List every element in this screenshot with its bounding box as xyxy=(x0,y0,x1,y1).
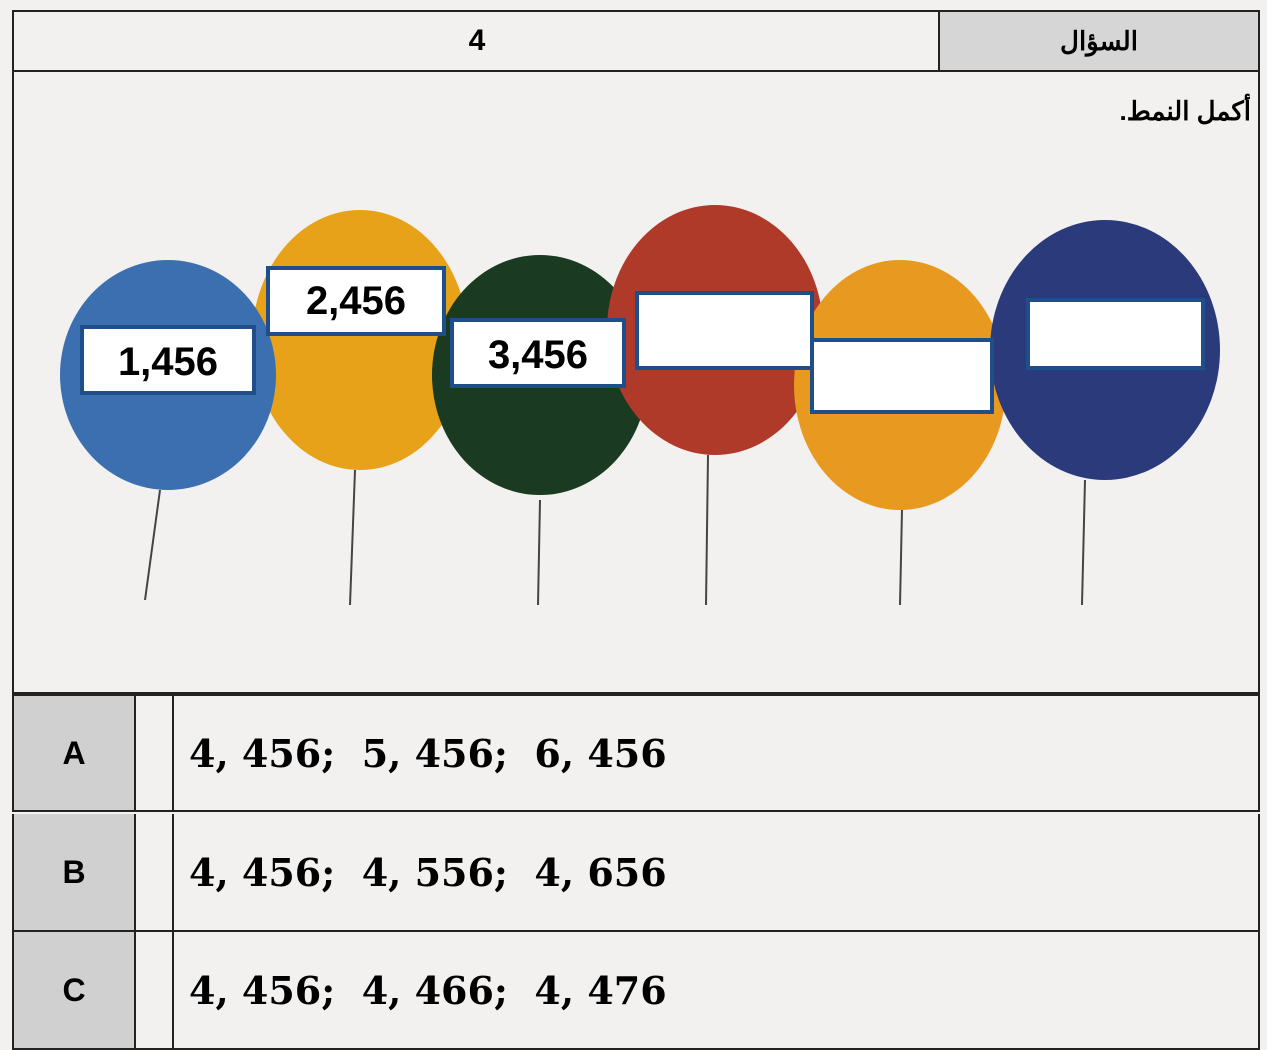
page: 4 السؤال أكمل النمط. 1,456 2,456 3,456 A… xyxy=(0,0,1267,1048)
option[interactable]: C 4, 456; 4, 466; 4, 476 xyxy=(12,932,1260,1050)
balloon-number: 3,456 xyxy=(488,333,588,377)
option[interactable]: A 4, 456; 5, 456; 6, 456 xyxy=(12,694,1260,812)
balloon-number: 1,456 xyxy=(118,340,218,384)
balloons: 1,456 2,456 3,456 xyxy=(0,0,1267,694)
option-text: 4, 456; 4, 466; 4, 476 xyxy=(189,932,667,1048)
option-letter: B xyxy=(14,814,136,930)
balloon-number: 2,456 xyxy=(306,279,406,323)
option[interactable]: B 4, 456; 4, 556; 4, 656 xyxy=(12,814,1260,932)
option-letter: A xyxy=(14,696,136,810)
option-letter: C xyxy=(14,932,136,1048)
option-text: 4, 456; 5, 456; 6, 456 xyxy=(189,696,667,810)
option-text: 4, 456; 4, 556; 4, 656 xyxy=(189,814,667,930)
